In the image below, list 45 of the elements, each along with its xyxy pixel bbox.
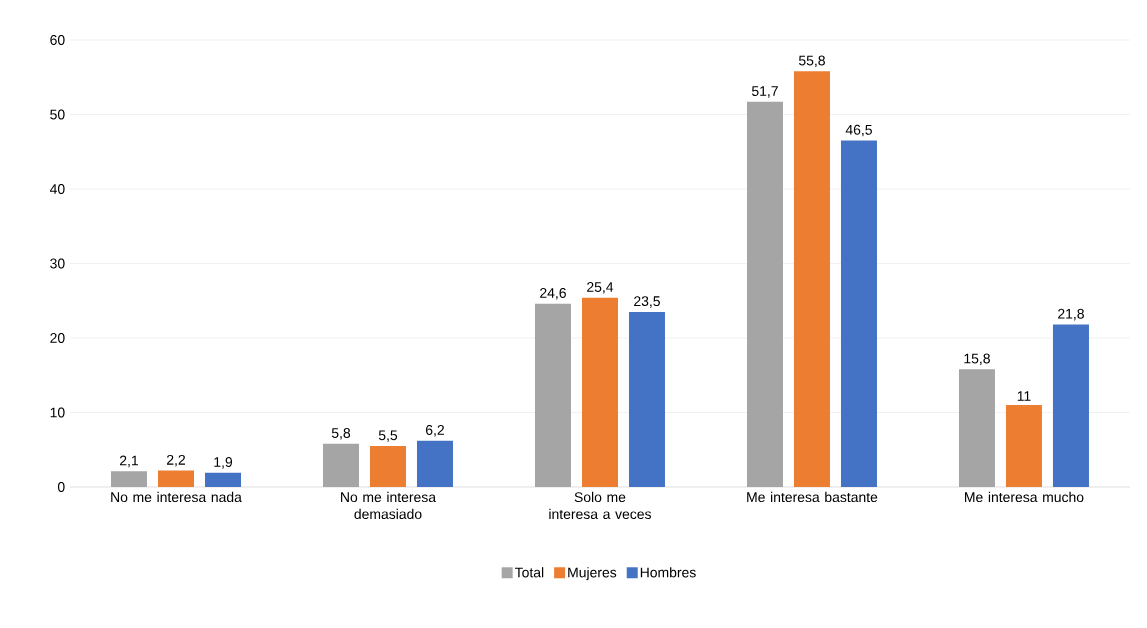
legend-label: Total (514, 567, 544, 578)
data-label: 15,8 (964, 353, 990, 366)
bar (205, 472, 241, 487)
data-label: 11 (1017, 391, 1031, 401)
data-label: 5,8 (331, 428, 351, 440)
y-tick-label: 0 (57, 482, 65, 492)
bar (746, 101, 783, 487)
y-tick-label: 20 (50, 333, 65, 343)
data-label: 51,7 (751, 86, 778, 98)
data-label: 2,1 (120, 455, 139, 468)
data-label: 2,2 (167, 454, 185, 467)
data-label: 1,9 (214, 457, 233, 469)
data-label: 23,5 (634, 296, 660, 308)
x-tick-label: No me interesa demasiado (341, 491, 437, 520)
y-tick-label: 50 (50, 109, 65, 120)
data-label: 25,4 (587, 282, 614, 294)
data-label: 46,5 (845, 124, 872, 137)
bar (111, 471, 147, 487)
y-tick-label: 60 (50, 35, 65, 45)
bar (1052, 324, 1089, 487)
bar (322, 443, 359, 487)
bar (840, 140, 877, 487)
data-label: 24,6 (540, 288, 566, 300)
x-tick-label: No me interesa nada (111, 491, 242, 503)
bar (581, 297, 618, 487)
bar (158, 470, 194, 487)
bar (1005, 405, 1042, 487)
legend-label: Hombres (640, 567, 696, 578)
data-label: 55,8 (798, 55, 825, 68)
bar (534, 303, 571, 487)
y-tick-label: 40 (49, 184, 65, 194)
bar (369, 446, 406, 487)
bar (793, 71, 830, 487)
y-tick-label: 30 (50, 258, 65, 269)
x-tick-label: Me interesa bastante (747, 491, 878, 503)
bar (958, 369, 995, 487)
data-label: 21,8 (1058, 308, 1084, 321)
bar (416, 440, 453, 487)
bar (628, 311, 665, 487)
data-label: 6,2 (426, 425, 444, 437)
x-tick-label: Solo me interesa a veces (549, 491, 651, 520)
y-tick-label: 10 (50, 407, 65, 418)
x-tick-label: Me interesa mucho (965, 491, 1084, 503)
legend-label: Mujeres (568, 567, 617, 581)
data-label: 5,5 (378, 430, 398, 442)
